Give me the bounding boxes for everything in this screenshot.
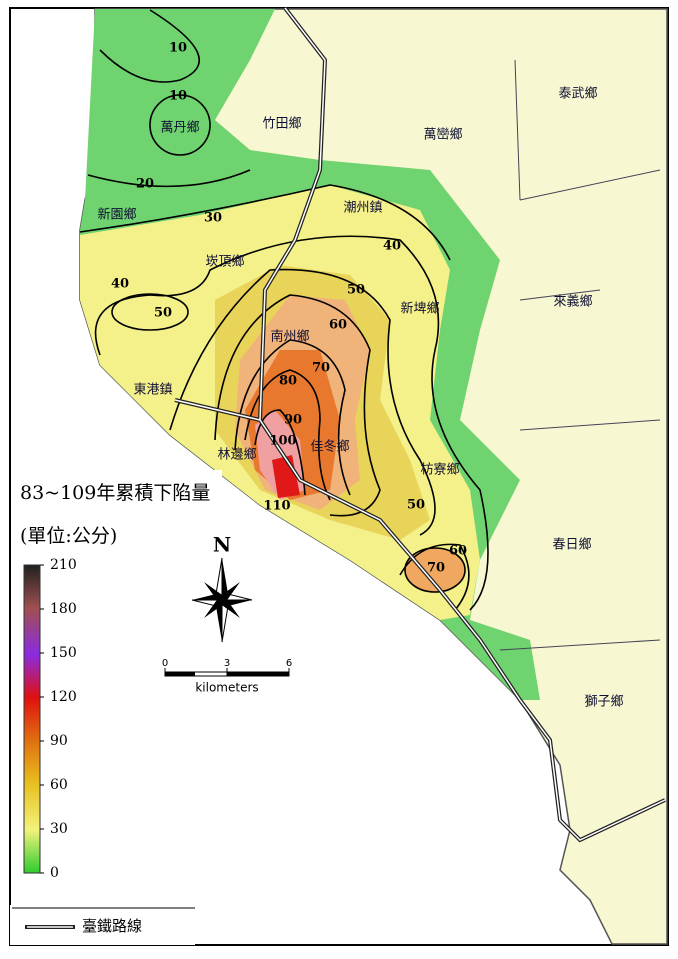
- zone-70-south: [405, 548, 465, 592]
- contour-label: 40: [383, 239, 401, 254]
- scale-label: 0: [162, 658, 168, 669]
- legend-bg: [12, 470, 222, 560]
- township: 萬巒鄉: [423, 127, 462, 143]
- contour-label: 100: [269, 434, 296, 449]
- township: 竹田鄉: [262, 116, 301, 132]
- contour: [234, 339, 351, 496]
- contour: [79, 184, 451, 261]
- contour-label: 90: [284, 413, 302, 428]
- scale-label: 6: [286, 658, 292, 669]
- colorbar-label: 180: [50, 601, 77, 617]
- colorbar-label: 210: [50, 557, 77, 573]
- contour-label: 80: [279, 374, 297, 389]
- scale-bar-seg: [165, 672, 195, 676]
- contour: [404, 547, 466, 593]
- township: 新園鄉: [97, 207, 136, 223]
- contour: [254, 409, 306, 496]
- railway-label: 臺鐵路線: [82, 917, 142, 935]
- township: 泰武鄉: [558, 86, 597, 102]
- township: 南州鄉: [270, 329, 309, 345]
- township: 崁頂鄉: [205, 254, 244, 270]
- colorbar-label: 90: [50, 733, 68, 749]
- scale-label: 3: [224, 658, 230, 669]
- contour-label: 70: [312, 361, 330, 376]
- township: 春日鄉: [552, 537, 591, 553]
- north-label: N: [213, 533, 231, 557]
- title: 83~109年累積下陷量: [20, 482, 210, 504]
- railway-inner: [174, 7, 666, 841]
- contour-label: 60: [449, 544, 467, 559]
- colorbar: [23, 564, 41, 874]
- township: 來義鄉: [553, 294, 592, 310]
- contour-label: 50: [347, 283, 365, 298]
- township: 萬丹鄉: [160, 120, 199, 136]
- contour: [111, 293, 189, 331]
- contour-label: 40: [111, 277, 129, 292]
- township: 獅子鄉: [584, 694, 623, 710]
- north-arrow: [191, 557, 253, 643]
- zone-110: [272, 455, 300, 498]
- contour-label: 10: [169, 89, 187, 104]
- contour-label: 110: [263, 499, 290, 514]
- unit: (單位:公分): [20, 525, 117, 547]
- township: 新埤鄉: [400, 301, 439, 317]
- township: 佳冬鄉: [310, 439, 349, 455]
- colorbar-label: 30: [50, 821, 68, 837]
- contour-label: 70: [427, 561, 445, 576]
- contour-label: 50: [407, 498, 425, 513]
- township: 枋寮鄉: [420, 462, 459, 478]
- township: 林邊鄉: [217, 447, 256, 463]
- contour: [87, 169, 251, 188]
- boundary: [499, 59, 661, 651]
- contour-label: 30: [204, 211, 222, 226]
- contour: [169, 268, 436, 536]
- colorbar-label: 120: [50, 689, 77, 705]
- colorbar-label: 0: [50, 865, 59, 881]
- contour: [214, 294, 381, 517]
- colorbar-label: 150: [50, 645, 77, 661]
- contour-label: 10: [169, 41, 187, 56]
- contour-label: 20: [136, 177, 154, 192]
- scale-unit: kilometers: [195, 681, 258, 695]
- contour: [94, 235, 489, 611]
- contour: [99, 9, 200, 83]
- contour-label: 50: [154, 306, 172, 321]
- contour: [149, 94, 211, 156]
- township: 潮州鎮: [343, 200, 382, 216]
- contour-label: 60: [329, 318, 347, 333]
- township: 東港鎮: [133, 382, 172, 398]
- scale-bar-seg: [227, 672, 289, 676]
- colorbar-label: 60: [50, 777, 68, 793]
